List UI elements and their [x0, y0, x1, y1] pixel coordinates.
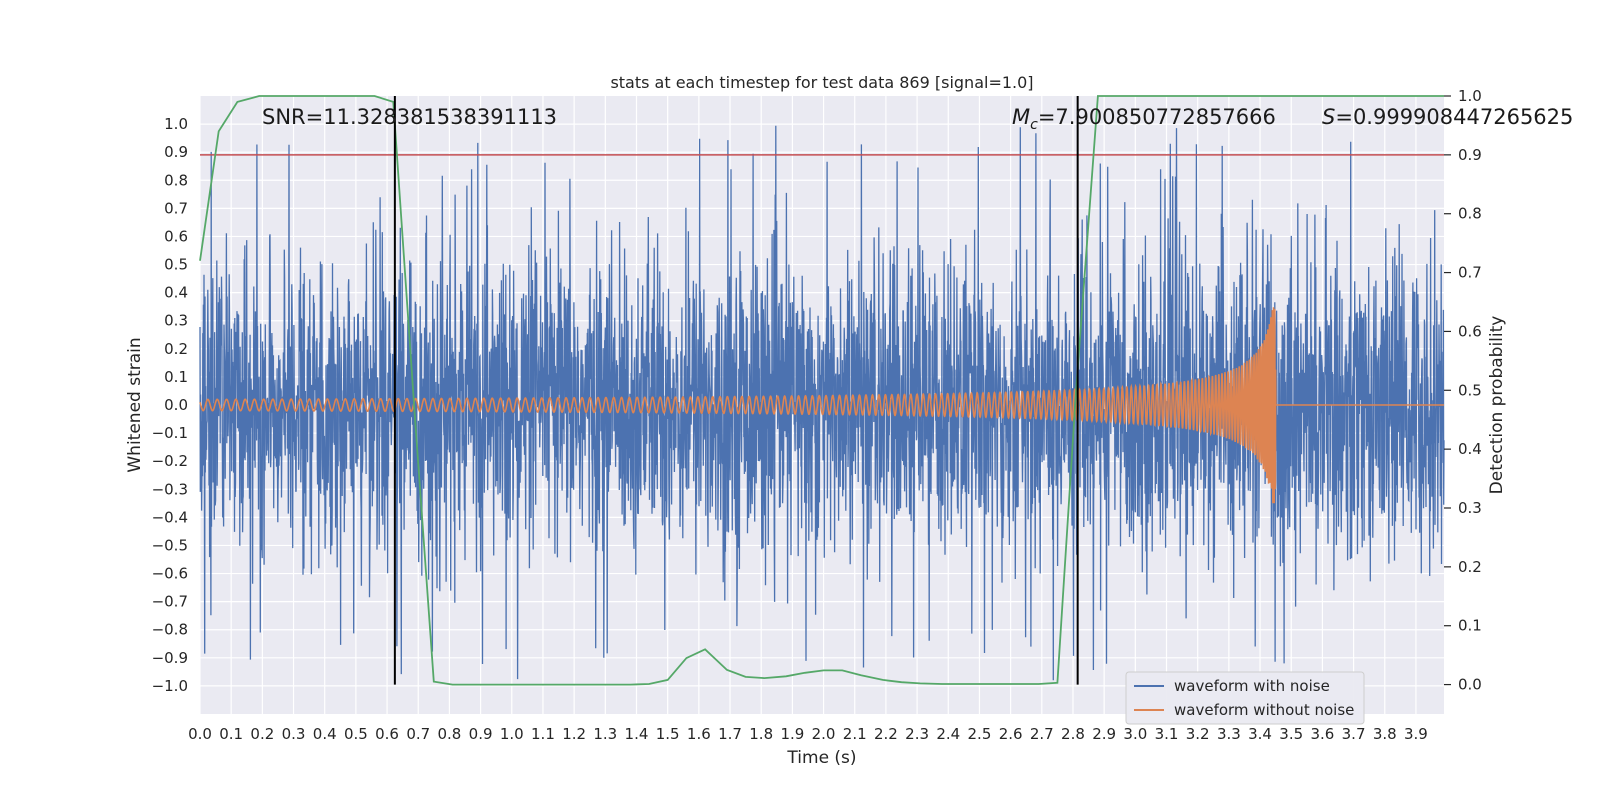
- x-tick-label: 2.5: [968, 725, 992, 743]
- y-tick-label: −0.3: [152, 480, 188, 498]
- x-tick-label: 1.3: [593, 725, 617, 743]
- y2-tick-label: 0.3: [1458, 499, 1482, 517]
- x-axis-ticks: 0.0 0.1 0.2 0.3 0.4 0.5 0.6 0.7 0.8 0.9 1.0 1.1 1.2 1…: [188, 725, 1428, 743]
- series-detection-probability: [199, 95, 1444, 686]
- x-tick-label: 1.7: [718, 725, 742, 743]
- y2-axis-label: Detection probability: [1487, 316, 1507, 495]
- significance-value: =0.999908447265625: [1335, 105, 1573, 129]
- y-tick-label: 0.6: [164, 227, 188, 245]
- x-tick-label: 3.6: [1310, 725, 1334, 743]
- y-tick-label: 0.9: [164, 143, 188, 161]
- x-tick-label: 0.9: [469, 725, 493, 743]
- y2-tick-label: 0.0: [1458, 676, 1482, 694]
- y-tick-label: 0.4: [164, 284, 188, 302]
- y-tick-label: −0.8: [152, 621, 188, 639]
- y-tick-label: 0.5: [164, 256, 188, 274]
- x-tick-label: 2.7: [1030, 725, 1054, 743]
- y2-tick-label: 0.7: [1458, 264, 1482, 282]
- x-tick-label: 0.7: [406, 725, 430, 743]
- legend-box: [1125, 671, 1365, 725]
- x-tick-label: 3.0: [1123, 725, 1147, 743]
- x-tick-label: 3.8: [1373, 725, 1397, 743]
- legend: waveform with noise waveform without noi…: [1125, 671, 1365, 725]
- y2-tick-label: 0.8: [1458, 205, 1482, 223]
- y-tick-label: 0.7: [164, 199, 188, 217]
- y-tick-label: 1.0: [164, 115, 188, 133]
- y-tick-label: 0.0: [164, 396, 188, 414]
- legend-label-waveform-with-noise: waveform with noise: [1174, 677, 1330, 695]
- x-tick-label: 0.5: [344, 725, 368, 743]
- y-tick-label: 0.8: [164, 171, 188, 189]
- y2-tick-label: 0.6: [1458, 322, 1482, 340]
- y-tick-label: −1.0: [152, 677, 188, 695]
- chirp-mass-symbol: M: [1012, 105, 1030, 129]
- x-tick-label: 0.4: [313, 725, 337, 743]
- x-tick-label: 2.0: [812, 725, 836, 743]
- y-tick-label: −0.1: [152, 424, 188, 442]
- x-tick-label: 2.2: [874, 725, 898, 743]
- x-tick-label: 0.6: [375, 725, 399, 743]
- x-tick-label: 3.5: [1279, 725, 1303, 743]
- x-axis-label: Time (s): [786, 748, 856, 768]
- x-tick-label: 3.3: [1217, 725, 1241, 743]
- series-waveform-without-noise: [199, 307, 1444, 504]
- x-tick-label: 3.2: [1186, 725, 1210, 743]
- x-tick-label: 1.2: [562, 725, 586, 743]
- x-tick-label: 2.9: [1092, 725, 1116, 743]
- x-tick-label: 2.3: [905, 725, 929, 743]
- vertical-markers: [393, 96, 1079, 685]
- chirp-mass-value: =7.900850772857666: [1038, 105, 1276, 129]
- x-tick-label: 0.8: [437, 725, 461, 743]
- y-tick-label: 0.3: [164, 312, 188, 330]
- y-tick-label: −0.2: [152, 452, 188, 470]
- y-axis-label: Whitened strain: [125, 337, 145, 472]
- y-tick-label: −0.5: [152, 536, 188, 554]
- x-tick-label: 0.3: [282, 725, 306, 743]
- y-tick-label: −0.4: [152, 508, 188, 526]
- plot-series-group: [199, 95, 1445, 686]
- x-tick-label: 0.1: [219, 725, 243, 743]
- x-tick-label: 3.9: [1404, 725, 1428, 743]
- y-tick-label: 0.1: [164, 368, 188, 386]
- y2-tick-label: 0.1: [1458, 617, 1482, 635]
- x-tick-label: 0.2: [250, 725, 274, 743]
- x-tick-label: 2.8: [1061, 725, 1085, 743]
- y-tick-label: 0.2: [164, 340, 188, 358]
- y-tick-label: −0.7: [152, 593, 188, 611]
- y-tick-label: −0.6: [152, 565, 188, 583]
- y2-axis-ticks: 1.0 0.9 0.8 0.7 0.6 0.5 0.4 0.3 0.2 0.1 0.0: [1444, 87, 1482, 694]
- legend-label-waveform-without-noise: waveform without noise: [1174, 701, 1354, 719]
- y-axis-ticks: 1.0 0.9 0.8 0.7 0.6 0.5 0.4 0.3 0.2 0.1 0.0 −0.1 −0.…: [152, 115, 188, 695]
- chirp-mass-annotation: Mc=7.900850772857666: [1012, 105, 1276, 133]
- y-tick-label: −0.9: [152, 649, 188, 667]
- x-tick-label: 1.1: [531, 725, 555, 743]
- x-tick-label: 1.5: [656, 725, 680, 743]
- y2-tick-label: 1.0: [1458, 87, 1482, 105]
- x-tick-label: 1.0: [500, 725, 524, 743]
- y2-tick-label: 0.9: [1458, 146, 1482, 164]
- x-tick-label: 1.6: [687, 725, 711, 743]
- x-tick-label: 0.0: [188, 725, 212, 743]
- y2-tick-label: 0.4: [1458, 440, 1482, 458]
- x-tick-label: 3.7: [1342, 725, 1366, 743]
- x-tick-label: 2.6: [999, 725, 1023, 743]
- x-tick-label: 2.1: [843, 725, 867, 743]
- x-tick-label: 1.4: [625, 725, 649, 743]
- x-tick-label: 3.4: [1248, 725, 1272, 743]
- x-tick-label: 1.8: [749, 725, 773, 743]
- y2-tick-label: 0.5: [1458, 381, 1482, 399]
- chirp-mass-subscript: c: [1030, 117, 1038, 133]
- chart-title: stats at each timestep for test data 869…: [610, 73, 1033, 92]
- x-tick-label: 1.9: [780, 725, 804, 743]
- significance-annotation: S=0.999908447265625: [1322, 105, 1573, 129]
- x-tick-label: 2.4: [936, 725, 960, 743]
- snr-annotation: SNR=11.328381538391113: [262, 105, 557, 129]
- significance-symbol: S: [1322, 105, 1335, 129]
- y2-tick-label: 0.2: [1458, 558, 1482, 576]
- x-tick-label: 3.1: [1155, 725, 1179, 743]
